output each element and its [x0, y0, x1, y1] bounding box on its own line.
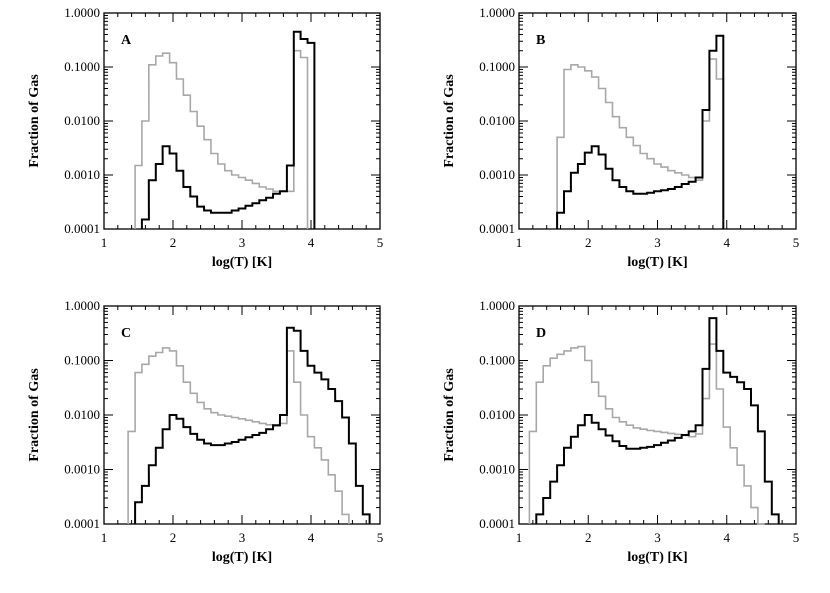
panel-d-ytick-label: 0.0010	[479, 462, 515, 477]
panel-c-ytick-label: 1.0000	[64, 298, 100, 313]
panel-a-ytick-label: 0.0001	[64, 221, 100, 236]
panel-d: 1 2 3 4 5 0.0001 0.0010 0.0100 0.1000 1.0000 log(T…	[442, 298, 799, 565]
panel-a-xtick-label: 5	[377, 235, 384, 250]
panel-b-series-light	[556, 58, 725, 229]
panel-a: 1 2 3 4 5 0.0001 0.0010 0.0100 0.1000 1.0000 log(T…	[27, 5, 383, 270]
panel-b-ylabel: Fraction of Gas	[442, 74, 457, 168]
panel-b-xtick-label: 2	[585, 235, 592, 250]
panel-d-xlabel: log(T) [K]	[627, 550, 687, 565]
panel-b-xtick-label: 4	[724, 235, 731, 250]
panel-d-xtick-label: 5	[793, 530, 800, 545]
panel-b-frame	[518, 12, 797, 230]
panel-d-ylabel: Fraction of Gas	[442, 368, 457, 462]
panel-a-ylabel: Fraction of Gas	[27, 74, 42, 168]
panel-c-xtick-label: 2	[170, 530, 177, 545]
panel-a-xtick-label: 4	[308, 235, 315, 250]
panel-a-xtick-label: 2	[170, 235, 177, 250]
panel-a-letter: A	[121, 33, 132, 48]
panel-c-ytick-label: 0.0100	[64, 407, 100, 422]
panel-b-xtick-label: 3	[654, 235, 661, 250]
panel-d-letter: D	[536, 326, 546, 341]
panel-c-ytick-label: 0.0001	[64, 516, 100, 531]
panel-a-xtick-label: 1	[101, 235, 108, 250]
panel-b-ytick-label: 1.0000	[479, 5, 515, 20]
panel-b-xtick-label: 1	[516, 235, 523, 250]
panel-c: 1 2 3 4 5 0.0001 0.0010 0.0100 0.1000 1.0000 log(T…	[27, 298, 383, 565]
panel-d-series-light	[528, 343, 765, 525]
panel-d-ytick-label: 0.0001	[479, 516, 515, 531]
panel-a-ytick-label: 0.1000	[64, 59, 100, 74]
panel-a-xlabel: log(T) [K]	[212, 255, 272, 270]
panel-c-xtick-label: 1	[101, 530, 108, 545]
panel-b: 1 2 3 4 5 0.0001 0.0010 0.0100 0.1000 1.0000 log(T…	[442, 5, 799, 270]
panel-c-xlabel: log(T) [K]	[212, 550, 272, 565]
panel-b-ytick-label: 0.0010	[479, 167, 515, 182]
panel-d-ytick-label: 0.1000	[479, 353, 515, 368]
panel-b-ytick-label: 0.0001	[479, 221, 515, 236]
panel-b-xlabel: log(T) [K]	[627, 255, 687, 270]
panel-d-frame	[518, 305, 797, 525]
panel-c-xtick-label: 3	[239, 530, 246, 545]
panel-d-ytick-label: 0.0100	[479, 407, 515, 422]
panel-d-xtick-label: 3	[654, 530, 661, 545]
panel-b-letter: B	[536, 33, 545, 48]
panel-b-ytick-label: 0.1000	[479, 59, 515, 74]
panel-a-ytick-label: 0.0010	[64, 167, 100, 182]
panel-d-xtick-label: 1	[516, 530, 523, 545]
panel-d-ytick-label: 1.0000	[479, 298, 515, 313]
panel-a-ytick-label: 1.0000	[64, 5, 100, 20]
panel-c-ytick-label: 0.0010	[64, 462, 100, 477]
panel-c-series-light	[127, 347, 350, 524]
panel-c-ytick-label: 0.1000	[64, 353, 100, 368]
panel-b-xtick-label: 5	[793, 235, 800, 250]
panel-c-series-dark	[134, 326, 371, 524]
panel-d-series-dark	[535, 317, 780, 524]
panel-a-xtick-label: 3	[239, 235, 246, 250]
panel-d-xtick-label: 4	[724, 530, 731, 545]
panel-a-series-dark	[140, 30, 316, 229]
panel-c-xtick-label: 5	[377, 530, 384, 545]
panel-d-xtick-label: 2	[585, 530, 592, 545]
panel-b-ytick-label: 0.0100	[479, 113, 515, 128]
panel-c-letter: C	[121, 326, 131, 341]
panel-b-series-dark	[556, 34, 725, 229]
panel-a-ytick-label: 0.0100	[64, 113, 100, 128]
panel-a-series-light	[134, 49, 309, 229]
panel-c-xtick-label: 4	[308, 530, 315, 545]
panel-c-ylabel: Fraction of Gas	[27, 368, 42, 462]
